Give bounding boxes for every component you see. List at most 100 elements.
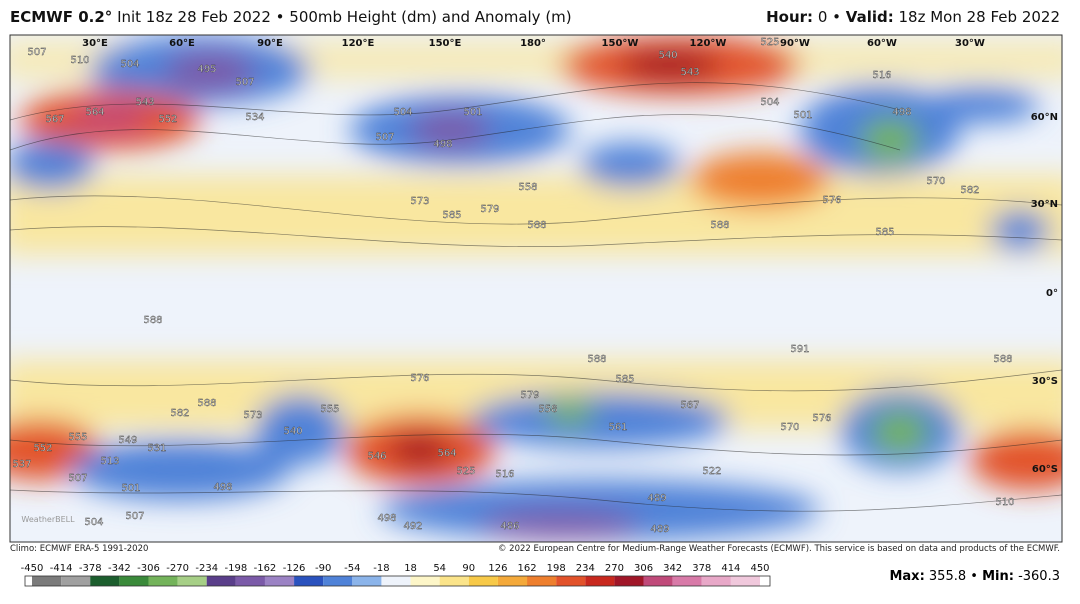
contour-label: 510: [70, 55, 89, 66]
colorbar-tick: -90: [315, 563, 331, 574]
colorbar-tick: 378: [692, 563, 711, 574]
colorbar-segment: [614, 576, 644, 586]
contour-label: 501: [121, 483, 140, 494]
colorbar-tick: 342: [663, 563, 682, 574]
contour-label: 507: [235, 77, 254, 88]
contour-label: 552: [33, 443, 52, 454]
colorbar-segment: [61, 576, 91, 586]
contour-label: 537: [12, 459, 31, 470]
contour-label: 567: [45, 114, 64, 125]
contour-label: 504: [120, 59, 139, 70]
colorbar-tick: -378: [79, 563, 102, 574]
anomaly-field: [10, 35, 1062, 542]
contour-label: 558: [518, 182, 537, 193]
contour-label: 513: [100, 456, 119, 467]
contour-label: 585: [875, 227, 894, 238]
contour-label: 534: [245, 112, 264, 123]
contour-label: 501: [463, 107, 482, 118]
colorbar-segment: [439, 576, 469, 586]
colorbar-segment: [90, 576, 120, 586]
contour-label: 507: [68, 473, 87, 484]
colorbar-tick: -342: [108, 563, 131, 574]
contour-label: 525: [760, 37, 779, 48]
contour-label: 579: [520, 390, 539, 401]
lon-label: 180°: [520, 38, 546, 49]
min-label: Min:: [982, 569, 1014, 584]
contour-label: 549: [118, 435, 137, 446]
contour-label: 546: [367, 451, 386, 462]
contour-label: 543: [135, 97, 154, 108]
colorbar-tick: 306: [634, 563, 653, 574]
lat-label: 0°: [1046, 288, 1058, 299]
colorbar-tick: -234: [195, 563, 218, 574]
contour-label: 582: [170, 408, 189, 419]
colorbar-segment: [119, 576, 149, 586]
colorbar-tick: -54: [344, 563, 360, 574]
lon-label: 90°E: [257, 38, 283, 49]
colorbar-segment: [643, 576, 673, 586]
max-min: Max: 355.8 • Min: -360.3: [889, 569, 1060, 584]
hour-label: Hour:: [766, 8, 814, 26]
colorbar-tick: -18: [373, 563, 389, 574]
contour-label: 564: [437, 448, 456, 459]
colorbar-segment: [177, 576, 207, 586]
lat-label: 30°N: [1031, 199, 1058, 210]
colorbar-tick: -162: [254, 563, 277, 574]
colorbar-segment: [468, 576, 498, 586]
contour-label: 588: [143, 315, 162, 326]
lon-label: 30°W: [955, 38, 985, 49]
contour-label: 495: [197, 64, 216, 75]
contour-label: 525: [456, 466, 475, 477]
lon-label: 90°W: [780, 38, 810, 49]
colorbar-segment: [352, 576, 382, 586]
contour-label: 507: [375, 132, 394, 143]
contour-label: 570: [780, 422, 799, 433]
watermark: WeatherBELL: [21, 515, 75, 524]
lon-label: 150°W: [602, 38, 639, 49]
hour: 0 •: [817, 8, 842, 26]
contour-label: 504: [393, 107, 412, 118]
colorbar-tick: 450: [750, 563, 769, 574]
lon-label: 60°E: [169, 38, 195, 49]
max: 355.8 •: [928, 569, 978, 584]
contour-label: 489: [647, 493, 666, 504]
lon-label: 60°W: [867, 38, 897, 49]
colorbar-tick: -306: [137, 563, 160, 574]
contour-label: 576: [812, 413, 831, 424]
contour-label: 588: [527, 220, 546, 231]
colorbar-tick: -126: [283, 563, 306, 574]
contour-label: 582: [960, 185, 979, 196]
credit: © 2022 European Centre for Medium-Range …: [497, 544, 1060, 554]
colorbar-tick: 414: [721, 563, 740, 574]
contour-label: 507: [27, 47, 46, 58]
colorbar-segment: [206, 576, 236, 586]
colorbar-segment: [410, 576, 440, 586]
colorbar-tick: -270: [166, 563, 189, 574]
min: -360.3: [1018, 569, 1060, 584]
contour-label: 564: [85, 107, 104, 118]
contour-label: 591: [790, 344, 809, 355]
init: Init 18z 28 Feb 2022 • 500mb Height (dm)…: [117, 8, 572, 26]
contour-label: 489: [650, 524, 669, 535]
contour-label: 573: [243, 410, 262, 421]
valid: 18z Mon 28 Feb 2022: [898, 8, 1060, 26]
colorbar-segment: [235, 576, 265, 586]
contour-label: 504: [84, 517, 103, 528]
max-label: Max:: [889, 569, 925, 584]
colorbar-segment: [497, 576, 528, 586]
contour-label: 555: [68, 432, 87, 443]
contour-label: 579: [480, 204, 499, 215]
contour-label: 540: [283, 426, 302, 437]
contour-label: 561: [608, 422, 627, 433]
colorbar-tick: 270: [605, 563, 624, 574]
contour-label: 585: [442, 210, 461, 221]
contour-label: 588: [993, 354, 1012, 365]
model: ECMWF 0.2°: [10, 8, 113, 26]
contour-label: 498: [213, 482, 232, 493]
contour-label: 558: [538, 404, 557, 415]
lon-label: 120°W: [690, 38, 727, 49]
valid-label: Valid:: [845, 8, 894, 26]
contour-label: 567: [680, 400, 699, 411]
colorbar-segment: [148, 576, 178, 586]
